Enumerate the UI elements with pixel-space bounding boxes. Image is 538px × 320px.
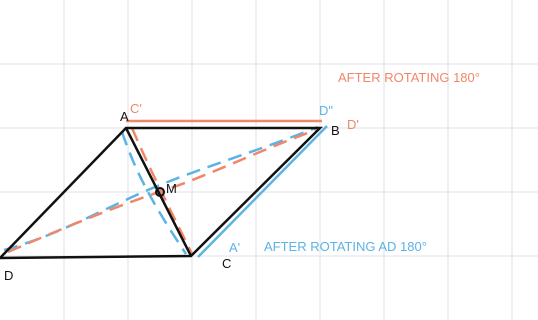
annotation: AFTER ROTATING AD 180° [264,239,427,254]
point-label: D [4,268,13,283]
midpoint [155,187,165,197]
blue-side [197,125,328,258]
point-label: B [331,123,340,138]
orange-dashed [7,127,317,255]
point-label: D" [319,103,333,118]
point-label: C [222,256,231,271]
parallelogram [0,126,324,260]
point-label: M [166,181,177,196]
point-label: A' [229,240,240,255]
point-label: A [120,109,129,124]
point-label: C' [130,101,142,116]
annotation: AFTER ROTATING 180° [338,70,480,85]
point-label: D' [347,117,359,132]
